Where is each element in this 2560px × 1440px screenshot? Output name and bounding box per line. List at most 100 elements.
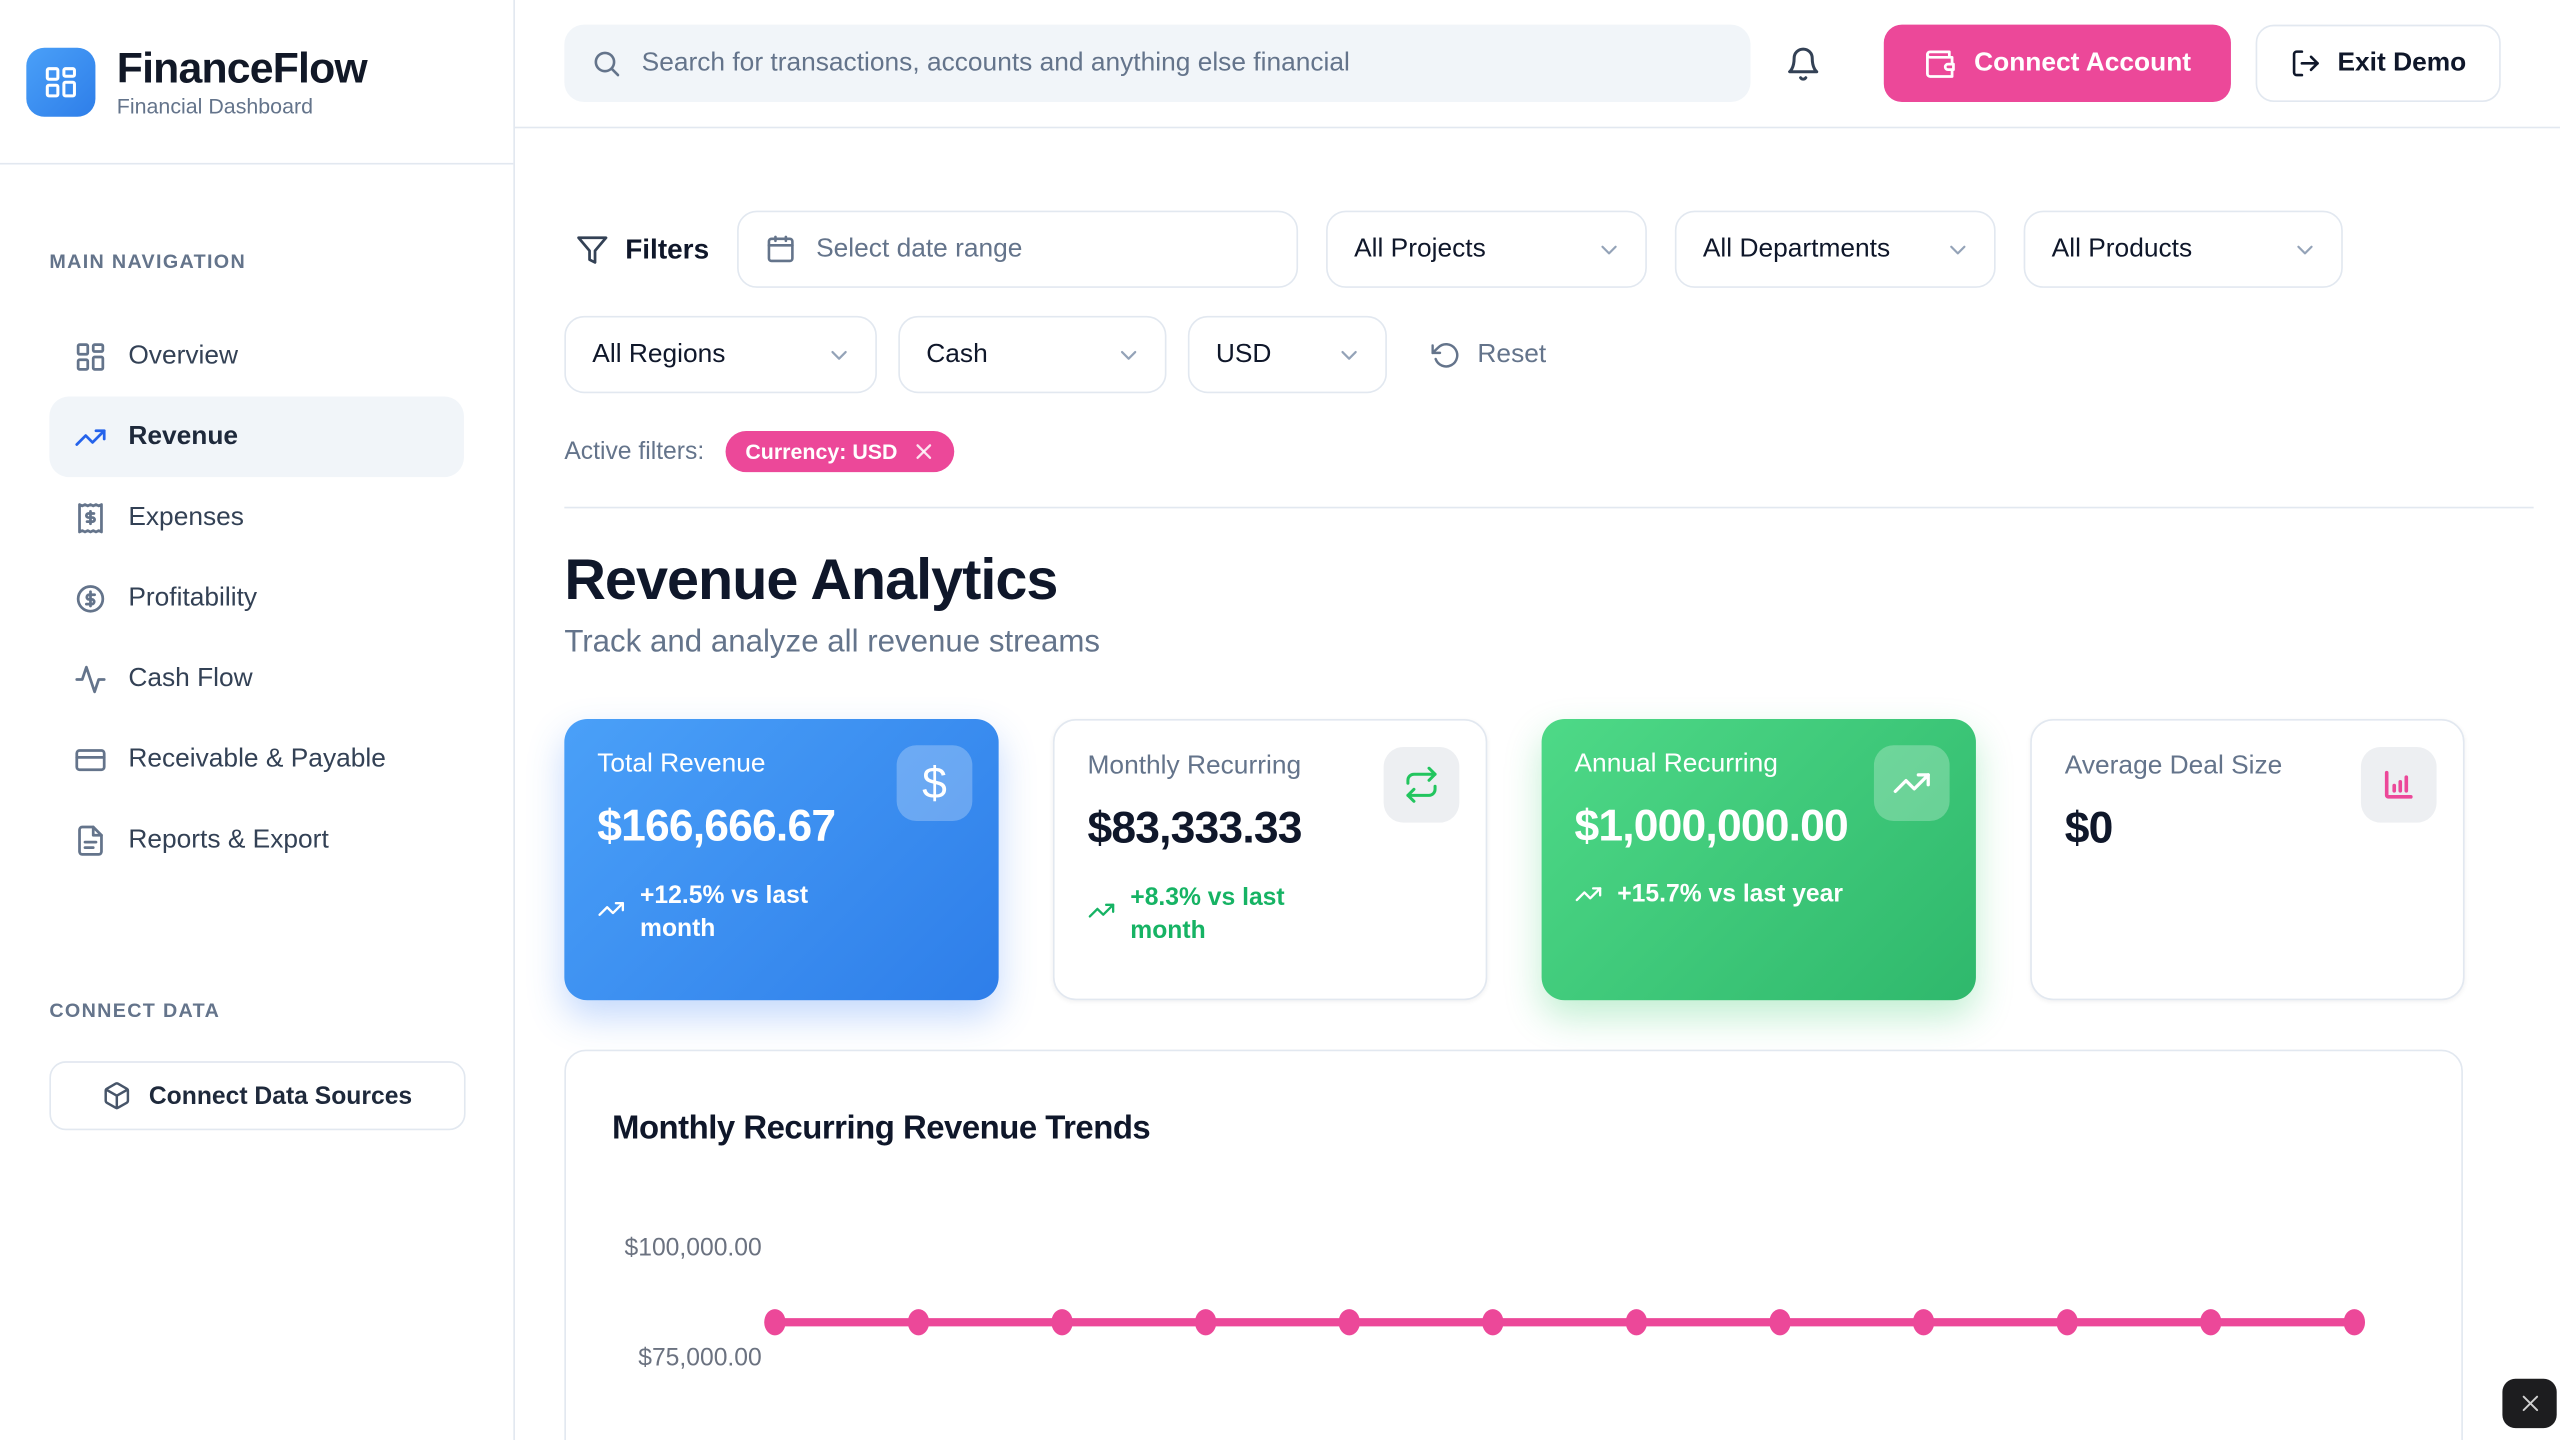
metric-value: $0 [2064, 802, 2114, 853]
exit-demo-label: Exit Demo [2337, 48, 2467, 77]
chevron-down-icon [1945, 236, 1971, 262]
regions-select-value: All Regions [592, 339, 726, 368]
repeat-icon [1383, 746, 1460, 823]
section-divider [564, 506, 2534, 509]
sidebar-item-label: Receivable & Payable [128, 744, 386, 773]
y-axis-tick: $100,000.00 [624, 1233, 762, 1262]
sidebar-item-label: Profitability [128, 583, 258, 612]
brand-header: FinanceFlow Financial Dashboard [0, 0, 514, 165]
credit-card-icon [74, 743, 107, 776]
activity-icon [74, 662, 107, 695]
active-filters-row: Active filters: Currency: USD [564, 431, 2533, 473]
top-bar: Connect Account Exit Demo [514, 0, 2560, 129]
receipt-icon [74, 501, 107, 534]
search-icon [591, 48, 622, 79]
chart-title: Monthly Recurring Revenue Trends [612, 1110, 1151, 1147]
notifications-bell-button[interactable] [1779, 39, 1828, 88]
products-select[interactable]: All Products [2023, 210, 2343, 288]
main-navigation: MAIN NAVIGATION Overview [0, 165, 513, 1131]
reset-filters-button[interactable]: Reset [1431, 340, 1546, 370]
close-icon [2521, 1395, 2538, 1412]
metric-card-monthly-recurring: Monthly Recurring $83,333.33 +8.3% vs la… [1052, 718, 1488, 1001]
wallet-icon [1925, 49, 1955, 78]
close-widget-button[interactable] [2502, 1378, 2557, 1429]
metric-change: +15.7% vs last year [1574, 880, 1943, 908]
metric-card-annual-recurring: Annual Recurring $1,000,000.00 +15.7% vs… [1541, 718, 1976, 1001]
chevron-down-icon [1336, 341, 1362, 367]
connect-data-section-label: CONNECT DATA [49, 998, 221, 1022]
chevron-down-icon [826, 341, 852, 367]
metric-value: $166,666.67 [597, 801, 836, 851]
active-filters-label: Active filters: [564, 437, 705, 466]
content: Filters Select date range All Projects [515, 210, 2560, 1440]
metric-label: Average Deal Size [2064, 751, 2283, 780]
departments-select-value: All Departments [1702, 234, 1891, 263]
main-area: Connect Account Exit Demo Filters [514, 0, 2560, 1440]
exit-demo-button[interactable]: Exit Demo [2255, 24, 2501, 103]
filters-row-1: Filters Select date range All Projects [564, 210, 2533, 288]
metric-change-text: +15.7% vs last year [1617, 880, 1844, 909]
sidebar-item-label: Expenses [128, 502, 244, 531]
trending-up-icon [74, 420, 107, 453]
file-text-icon [74, 823, 107, 856]
metric-value: $1,000,000.00 [1574, 801, 1848, 851]
remove-filter-icon[interactable] [912, 441, 933, 462]
nav-list: Overview Revenue Expens [49, 316, 464, 880]
sidebar-item-receivable-payable[interactable]: Receivable & Payable [49, 719, 464, 800]
global-search [564, 24, 1751, 103]
sidebar-item-label: Overview [128, 341, 239, 370]
app-logo [26, 46, 96, 116]
calendar-icon [765, 234, 796, 265]
sidebar-item-label: Reports & Export [128, 825, 329, 854]
sidebar-item-revenue[interactable]: Revenue [49, 396, 464, 478]
page-subtitle: Track and analyze all revenue streams [564, 625, 1101, 660]
filter-funnel-icon [576, 233, 609, 266]
brand-subtitle: Financial Dashboard [116, 94, 313, 119]
date-range-picker[interactable]: Select date range [737, 210, 1299, 288]
filters-title: Filters [576, 233, 709, 266]
brand-text: FinanceFlow Financial Dashboard [116, 44, 368, 119]
departments-select[interactable]: All Departments [1674, 210, 1996, 288]
active-filter-chip: Currency: USD [725, 431, 954, 473]
sidebar-item-expenses[interactable]: Expenses [49, 477, 464, 558]
mrr-trends-card: Monthly Recurring Revenue Trends $100,00… [564, 1049, 2463, 1440]
box-icon [103, 1081, 133, 1111]
accounting-basis-value: Cash [926, 339, 988, 368]
page-title: Revenue Analytics [564, 547, 1058, 613]
sidebar-item-profitability[interactable]: Profitability [49, 558, 464, 639]
metric-cards: Total Revenue $166,666.67 +12.5% vs last… [548, 718, 2534, 1001]
sidebar-item-cash-flow[interactable]: Cash Flow [49, 638, 464, 719]
active-filter-chip-label: Currency: USD [745, 439, 898, 464]
connect-account-button[interactable]: Connect Account [1883, 24, 2231, 103]
log-out-icon [2292, 50, 2319, 77]
currency-select[interactable]: USD [1187, 315, 1387, 394]
regions-select[interactable]: All Regions [564, 315, 877, 394]
products-select-value: All Products [2051, 234, 2193, 263]
metric-change: +12.5% vs last month [597, 880, 966, 947]
metric-label: Annual Recurring [1574, 750, 1778, 779]
metric-card-total-revenue: Total Revenue $166,666.67 +12.5% vs last… [564, 718, 999, 1001]
projects-select[interactable]: All Projects [1326, 210, 1647, 288]
sidebar-item-overview[interactable]: Overview [49, 316, 464, 397]
metric-change-text: +8.3% vs last month [1130, 883, 1285, 945]
revenue-trend-chart [764, 1309, 2366, 1336]
trending-up-icon [597, 895, 625, 923]
metric-change-text: +12.5% vs last month [639, 881, 809, 944]
chevron-down-icon [1115, 341, 1141, 367]
connect-data-sources-button[interactable]: Connect Data Sources [49, 1061, 466, 1131]
sidebar-item-label: Revenue [128, 422, 239, 450]
metric-value: $83,333.33 [1087, 802, 1303, 853]
metric-label: Monthly Recurring [1087, 751, 1302, 780]
connect-data-sources-label: Connect Data Sources [148, 1081, 413, 1110]
chevron-down-icon [2292, 236, 2318, 262]
metric-change: +8.3% vs last month [1088, 882, 1453, 949]
trending-up-icon [1873, 745, 1950, 821]
sidebar-item-reports-export[interactable]: Reports & Export [49, 800, 464, 881]
dollar-icon: $ [896, 745, 973, 821]
bell-icon [1788, 46, 1819, 80]
chevron-down-icon [1596, 236, 1622, 262]
search-input[interactable] [564, 24, 1751, 103]
accounting-basis-select[interactable]: Cash [898, 315, 1167, 394]
trending-up-icon [1088, 897, 1116, 925]
